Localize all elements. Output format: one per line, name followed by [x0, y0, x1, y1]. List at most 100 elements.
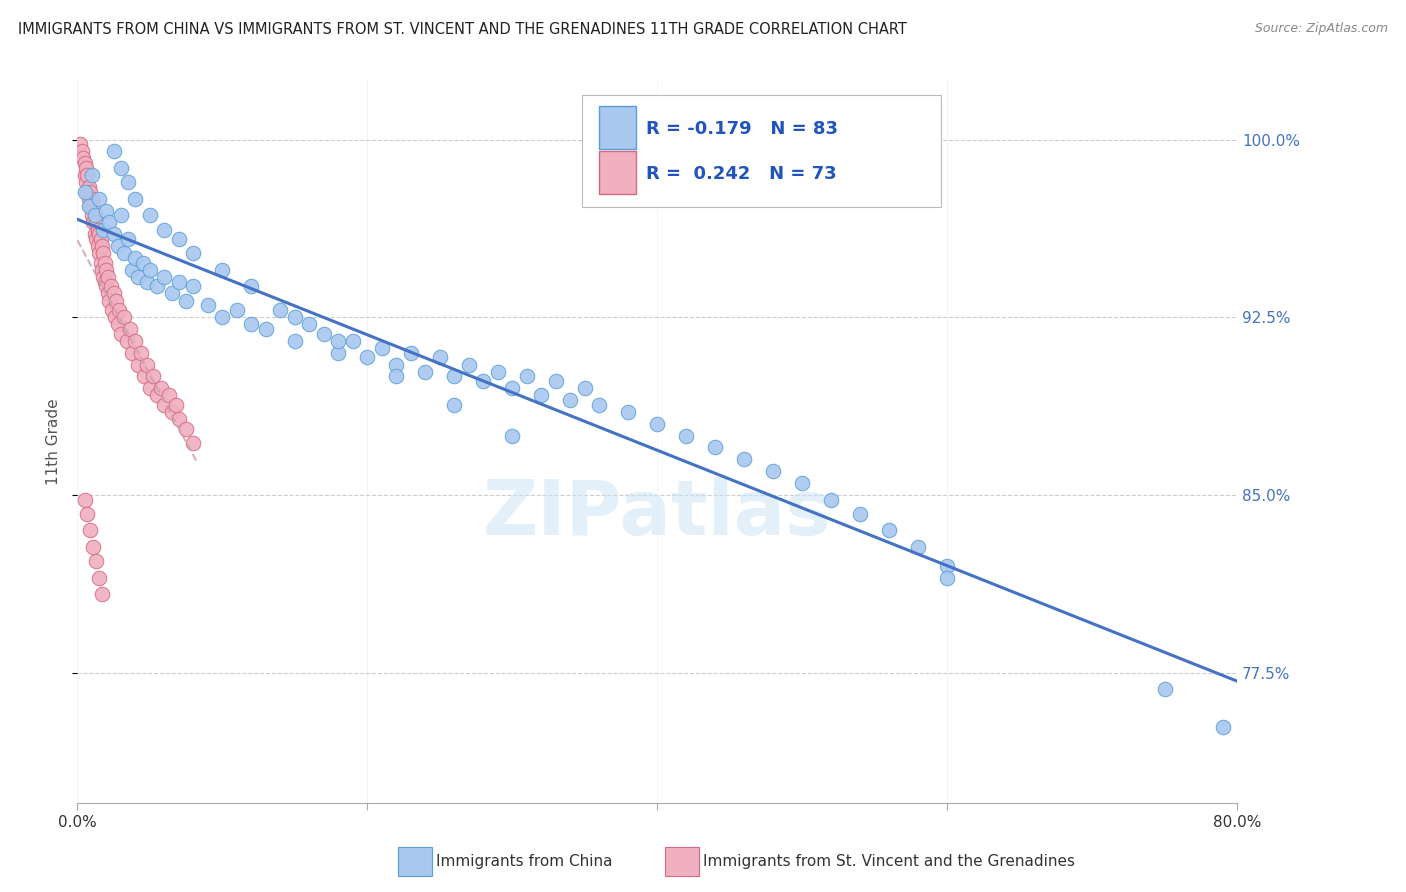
Point [93, 246, 115, 260]
Point [269, 303, 291, 318]
Text: Source: ZipAtlas.com: Source: ZipAtlas.com [1254, 22, 1388, 36]
Point [117, 232, 139, 246]
Point [907, 540, 929, 554]
Text: IMMIGRANTS FROM CHINA VS IMMIGRANTS FROM ST. VINCENT AND THE GRENADINES 11TH GRA: IMMIGRANTS FROM CHINA VS IMMIGRANTS FROM… [18, 22, 907, 37]
Point [93, 222, 115, 236]
Point [105, 293, 128, 308]
Point [86, 222, 108, 236]
Point [110, 208, 132, 222]
Point [121, 345, 143, 359]
Point [80, 168, 103, 182]
Text: Immigrants from China: Immigrants from China [436, 855, 613, 869]
Point [371, 341, 394, 355]
Point [544, 374, 567, 388]
Text: R =  0.242   N = 73: R = 0.242 N = 73 [645, 165, 837, 183]
Point [86, 239, 108, 253]
Point [165, 398, 187, 412]
Point [399, 345, 422, 359]
Point [413, 365, 436, 379]
FancyBboxPatch shape [582, 95, 942, 207]
Point [1212, 720, 1234, 734]
Point [849, 507, 872, 521]
Point [94, 275, 117, 289]
Point [73, 156, 96, 170]
Point [211, 310, 233, 325]
Point [136, 275, 159, 289]
Point [174, 421, 197, 435]
Point [342, 334, 364, 348]
Point [167, 232, 190, 246]
Point [167, 275, 190, 289]
Point [356, 351, 378, 365]
Point [197, 298, 219, 312]
Point [328, 334, 350, 348]
Point [127, 358, 149, 372]
Point [98, 293, 121, 308]
Point [647, 417, 669, 431]
Point [115, 334, 138, 348]
Point [153, 398, 176, 412]
Point [107, 318, 129, 332]
Point [139, 381, 162, 395]
Point [70, 145, 93, 159]
Point [110, 161, 132, 175]
Point [87, 192, 110, 206]
Point [675, 428, 697, 442]
Point [91, 239, 114, 253]
Point [118, 322, 141, 336]
Point [87, 571, 110, 585]
Point [76, 168, 98, 182]
Point [103, 145, 125, 159]
Point [298, 318, 321, 332]
Point [82, 540, 104, 554]
Point [69, 137, 91, 152]
Point [96, 279, 118, 293]
Point [385, 358, 408, 372]
Point [84, 232, 107, 246]
Point [93, 269, 115, 284]
Point [96, 262, 118, 277]
FancyBboxPatch shape [599, 106, 637, 149]
Point [100, 279, 122, 293]
Point [104, 310, 127, 325]
Point [121, 262, 143, 277]
Point [284, 310, 307, 325]
Point [762, 464, 785, 478]
Point [79, 524, 101, 538]
Point [560, 393, 582, 408]
Point [516, 369, 538, 384]
Point [877, 524, 901, 538]
Point [96, 203, 118, 218]
Text: R = -0.179   N = 83: R = -0.179 N = 83 [645, 120, 838, 137]
Point [110, 326, 132, 341]
Point [112, 246, 135, 260]
Point [174, 293, 197, 308]
Point [312, 326, 335, 341]
Point [72, 152, 94, 166]
Point [75, 161, 97, 175]
Point [82, 199, 104, 213]
Y-axis label: 11th Grade: 11th Grade [45, 398, 60, 485]
Point [183, 279, 205, 293]
Point [160, 405, 183, 419]
Point [84, 554, 107, 568]
Point [704, 441, 727, 455]
Point [91, 262, 114, 277]
Point [90, 255, 111, 269]
Point [124, 334, 146, 348]
Point [103, 227, 125, 242]
Point [77, 199, 100, 213]
Point [97, 269, 120, 284]
Point [129, 345, 152, 359]
Point [77, 180, 100, 194]
Point [153, 222, 176, 236]
Point [76, 507, 98, 521]
Point [83, 208, 105, 222]
Point [733, 452, 755, 467]
Point [588, 398, 610, 412]
Point [157, 388, 180, 402]
Point [117, 175, 139, 189]
Point [501, 381, 523, 395]
Point [124, 192, 146, 206]
Point [124, 251, 146, 265]
